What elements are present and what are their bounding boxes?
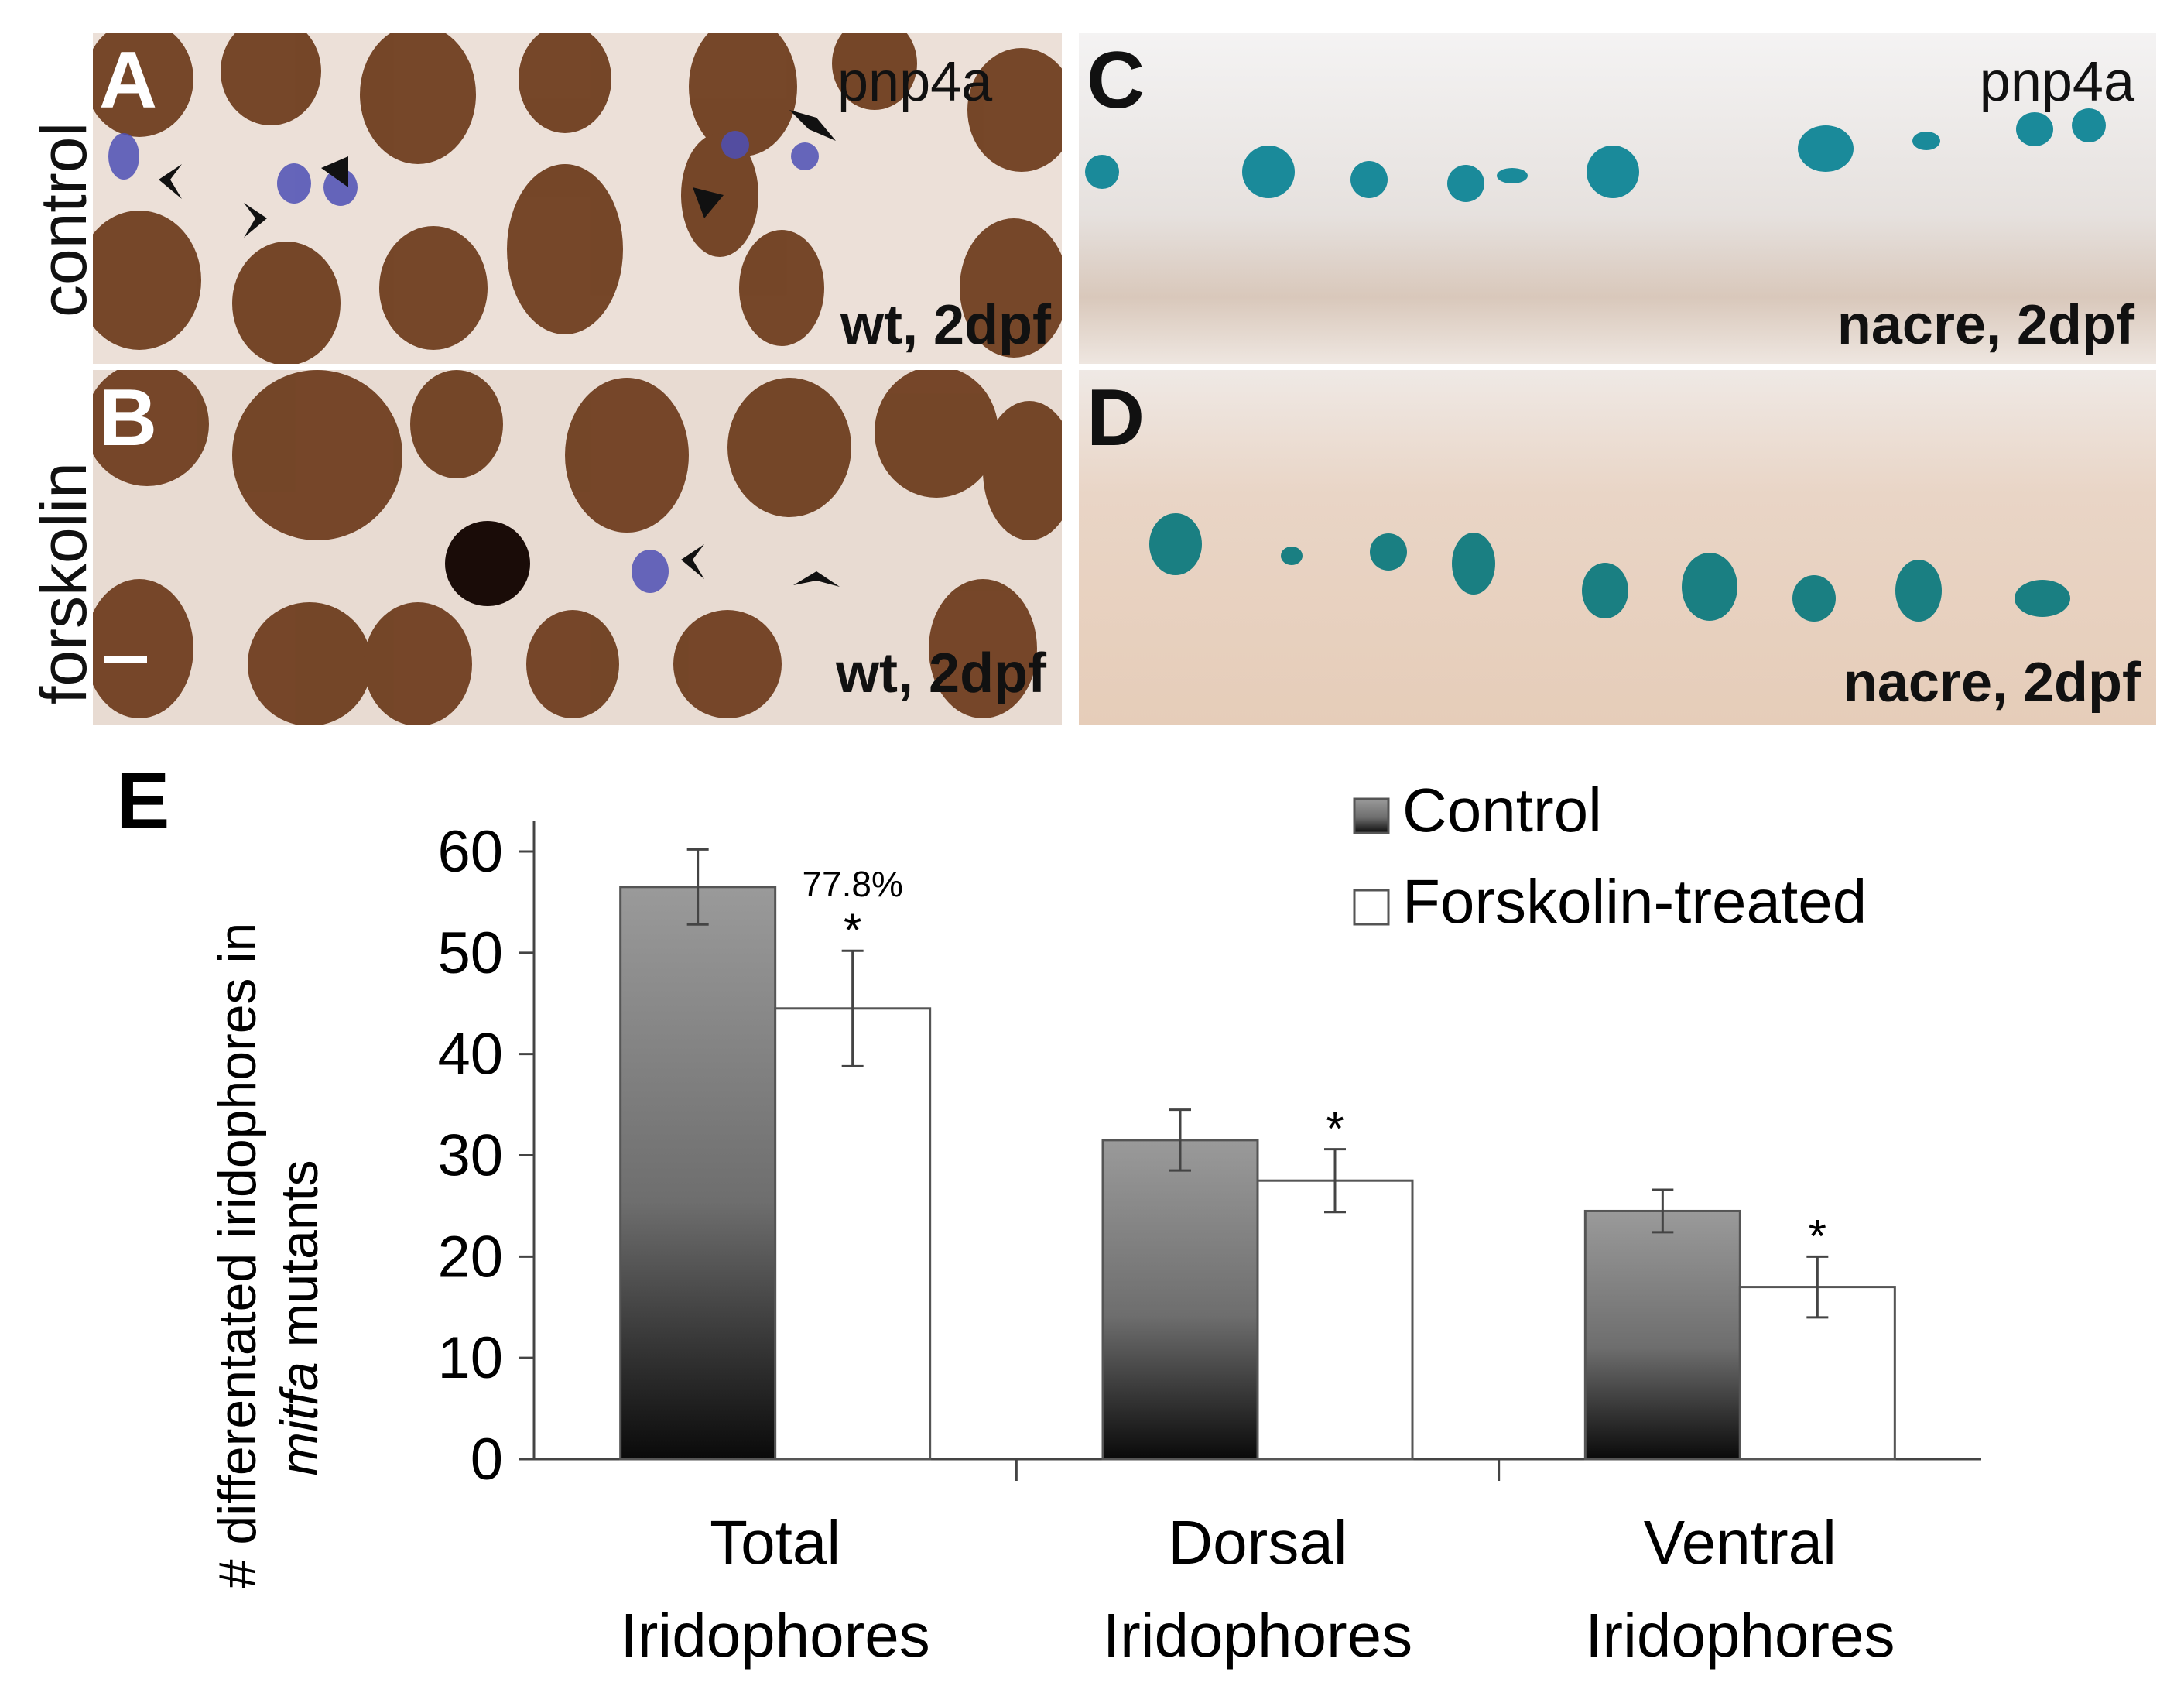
bar-control-3: [1583, 1209, 1741, 1461]
panel-c-stage: nacre, 2dpf: [1837, 294, 2134, 356]
y-tick-label: 10: [437, 1325, 503, 1391]
x-category-label: Iridophores: [1103, 1601, 1412, 1670]
chart-e: E 0 10 20 30 40 50 60 Total Iridophores Dorsal Iri…: [0, 743, 2184, 1703]
y-tick-label: 30: [437, 1123, 503, 1189]
bar-forskolin-2: [1256, 1179, 1414, 1461]
significance-star: *: [844, 904, 861, 956]
y-axis-label: # differentated iridophores in mitfa mut…: [208, 908, 329, 1589]
significance-star: *: [1326, 1103, 1344, 1155]
bar-control-1: [619, 886, 777, 1461]
panel-d: D nacre, 2dpf: [1079, 370, 2156, 725]
x-category-label: Total: [710, 1508, 840, 1577]
panel-b-micrograph: [93, 370, 1062, 725]
bar-forskolin-1: [774, 1007, 932, 1461]
row-label-control: control: [27, 122, 100, 317]
x-category-label: Iridophores: [1585, 1601, 1895, 1670]
chart-letter: E: [116, 756, 169, 846]
panel-c-marker: pnp4a: [1979, 51, 2134, 113]
panel-a: A pnp4a wt, 2dpf: [93, 33, 1062, 364]
y-tick-label: 60: [437, 819, 503, 885]
panel-a-marker: pnp4a: [837, 51, 993, 113]
row-label-forskolin: forskolin: [27, 462, 100, 704]
panel-d-micrograph: [1079, 370, 2156, 725]
y-tick-label: 20: [437, 1224, 503, 1290]
panel-c: C pnp4a nacre, 2dpf: [1079, 33, 2156, 364]
significance-star: *: [1809, 1210, 1826, 1262]
y-tick-label: 50: [437, 920, 503, 986]
y-axis-label-part-1: # differentated iridophores in: [208, 923, 267, 1589]
chart-svg: E 0 10 20 30 40 50 60 Total Iridophores Dorsal Iri…: [116, 756, 1981, 1670]
legend-label-forskolin: Forskolin-treated: [1402, 867, 1867, 936]
y-axis-label-part-3: mutants: [270, 1160, 329, 1347]
x-category-label: Iridophores: [621, 1601, 930, 1670]
panel-d-stage: nacre, 2dpf: [1843, 652, 2141, 714]
x-category-label: Dorsal: [1168, 1508, 1347, 1577]
panel-c-letter: C: [1087, 36, 1145, 125]
panel-b-stage: wt, 2dpf: [836, 642, 1046, 704]
x-category-label: Ventral: [1644, 1508, 1837, 1577]
panel-a-micrograph: [93, 33, 1062, 364]
panel-a-stage: wt, 2dpf: [840, 294, 1051, 356]
y-tick-label: 0: [471, 1427, 503, 1492]
legend-label-control: Control: [1402, 776, 1602, 845]
y-axis-label-part-2: mitfa: [270, 1362, 329, 1475]
panel-a-letter: A: [99, 36, 158, 125]
bar-control-2: [1101, 1139, 1259, 1461]
y-tick-label: 40: [437, 1022, 503, 1088]
panel-d-letter: D: [1087, 373, 1145, 463]
percent-annotation: 77.8%: [802, 864, 902, 904]
legend-swatch-forskolin: [1353, 889, 1390, 926]
panel-b-letter: B: [99, 373, 158, 463]
panel-c-micrograph: [1079, 33, 2156, 364]
panel-b: B wt, 2dpf: [93, 370, 1062, 725]
legend-swatch-control: [1353, 797, 1390, 834]
